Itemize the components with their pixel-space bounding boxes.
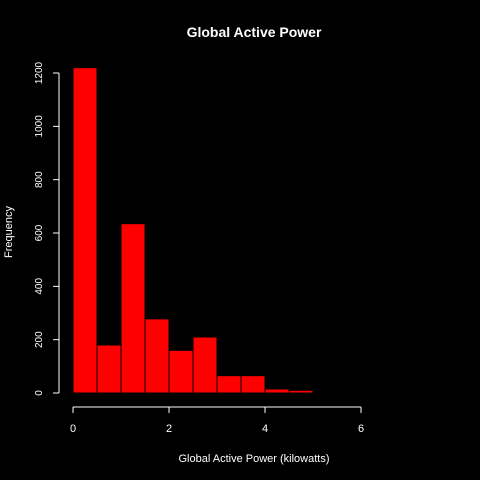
x-axis-label: Global Active Power (kilowatts): [179, 453, 330, 465]
bars-group: [72, 67, 314, 394]
y-tick-label-3: 600: [34, 224, 45, 241]
x-tick-label-0: 0: [70, 423, 76, 435]
histogram-bar-4: [168, 349, 194, 394]
histogram-bar-1: [96, 344, 122, 394]
y-tick-label-0: 0: [34, 390, 45, 396]
y-tick-label-2: 400: [34, 278, 45, 295]
histogram-bar-9: [288, 389, 314, 394]
x-tick-label-1: 2: [166, 423, 172, 435]
y-tick-label-1: 200: [34, 331, 45, 348]
x-tick-label-3: 6: [358, 423, 364, 435]
histogram-bar-7: [240, 375, 266, 394]
chart-title: Global Active Power: [187, 24, 322, 40]
y-tick-label-4: 800: [34, 171, 45, 188]
histogram-bar-5: [192, 336, 218, 394]
x-axis: 0 2 4 6: [70, 406, 364, 435]
histogram-bar-6: [216, 375, 242, 394]
y-axis-label: Frequency: [3, 206, 15, 258]
histogram-bar-8: [264, 388, 290, 394]
histogram-bar-3: [144, 318, 170, 394]
y-tick-label-5: 1000: [34, 115, 45, 138]
y-axis: 0 200 400 600 800 1000 1200: [34, 61, 60, 396]
x-tick-label-2: 4: [262, 423, 268, 435]
histogram-bar-0: [72, 67, 98, 394]
y-tick-label-6: 1200: [34, 61, 45, 84]
histogram-bar-2: [120, 223, 146, 394]
